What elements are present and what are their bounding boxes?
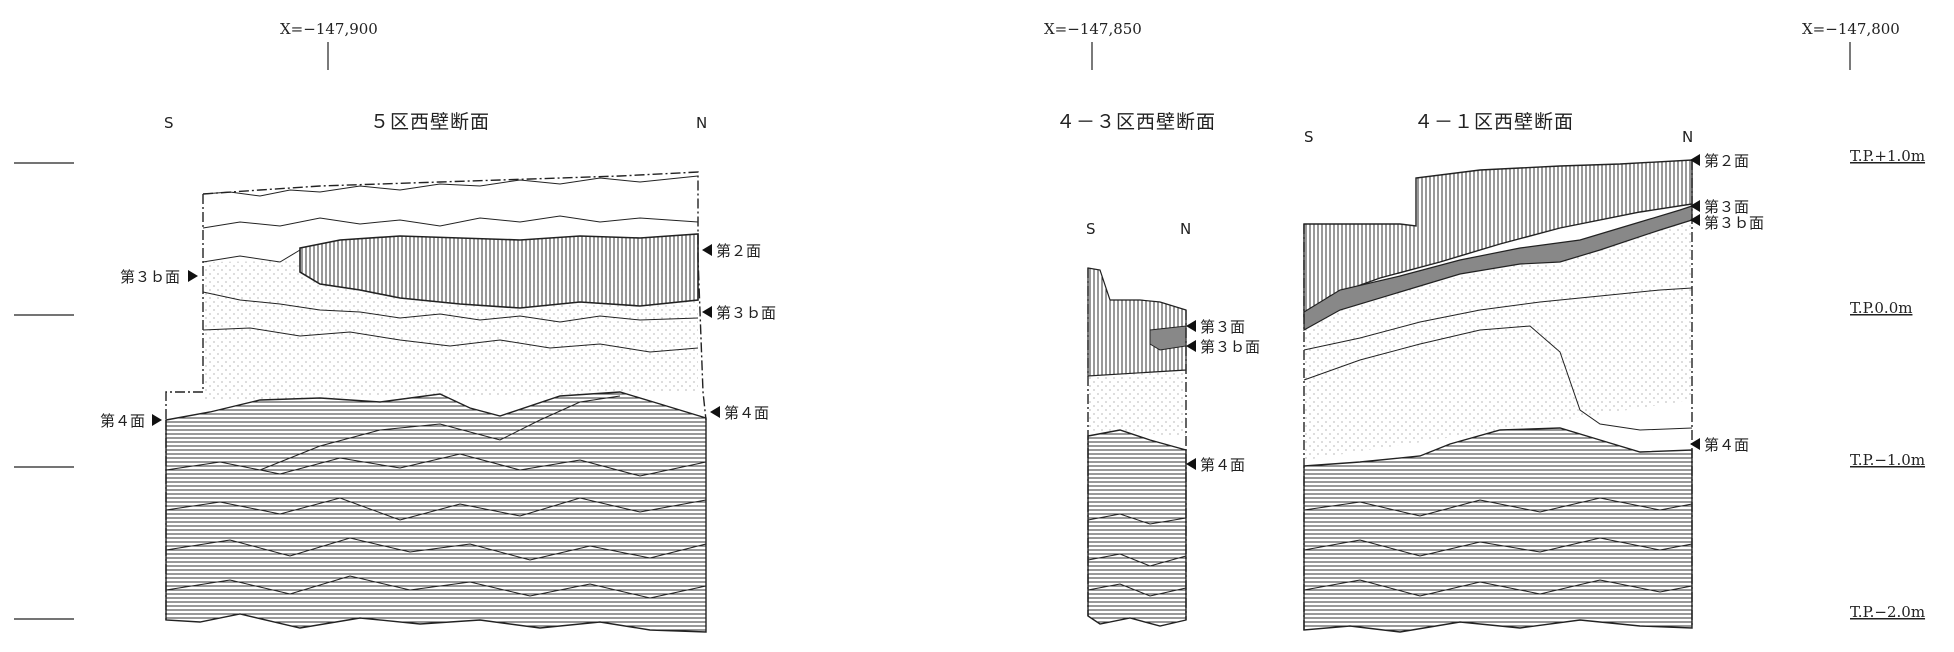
level-label: T.P.0.0m	[1850, 299, 1912, 317]
elevation-labels: T.P.+1.0m T.P.0.0m T.P.−1.0m T.P.−2.0m	[1850, 147, 1925, 621]
layer-label: 第４面	[100, 412, 145, 430]
south-label: S	[1086, 220, 1096, 238]
section-title: ５区西壁断面	[370, 111, 490, 133]
coordinate-marker-1: X=−147,900	[280, 20, 378, 70]
layer-label: 第２面	[716, 242, 761, 260]
elevation-ticks-left	[14, 162, 74, 620]
layer-label: 第４面	[724, 404, 769, 422]
layer-label: 第３ｂ面	[716, 304, 776, 322]
layer-label: 第２面	[1704, 152, 1749, 170]
layer-label: 第３ｂ面	[1704, 214, 1764, 232]
coordinate-label: X=−147,800	[1802, 20, 1900, 38]
level-label: T.P.+1.0m	[1850, 147, 1925, 165]
north-label: N	[1682, 128, 1693, 146]
north-label: N	[696, 114, 707, 132]
section-5-west-wall: ５区西壁断面 S N 第３ｂ面 第４面 第２面 第３ｂ面 第４面	[100, 111, 776, 633]
layer-label: 第４面	[1704, 436, 1749, 454]
section-4-3-west-wall: ４－３区西壁断面 S N 第３面 第３ｂ面 第４面	[1056, 111, 1260, 627]
layer-label: 第３面	[1704, 198, 1749, 216]
section-4-1-west-wall: ４－１区西壁断面 S N 第２面 第３面 第３ｂ面 第４面	[1303, 111, 1764, 633]
coordinate-label: X=−147,900	[280, 20, 378, 38]
level-label: T.P.−1.0m	[1850, 451, 1925, 469]
north-label: N	[1180, 220, 1191, 238]
coordinate-label: X=−147,850	[1044, 20, 1142, 38]
section-title: ４－３区西壁断面	[1056, 111, 1216, 133]
layer-label: 第３ｂ面	[120, 268, 180, 286]
south-label: S	[164, 114, 174, 132]
layer-label: 第３ｂ面	[1200, 338, 1260, 356]
south-label: S	[1304, 128, 1314, 146]
coordinate-marker-3: X=−147,800	[1802, 20, 1900, 70]
layer-label: 第３面	[1200, 318, 1245, 336]
coordinate-marker-2: X=−147,850	[1044, 20, 1142, 70]
section-title: ４－１区西壁断面	[1414, 111, 1574, 133]
level-label: T.P.−2.0m	[1850, 603, 1925, 621]
layer-label: 第４面	[1200, 456, 1245, 474]
